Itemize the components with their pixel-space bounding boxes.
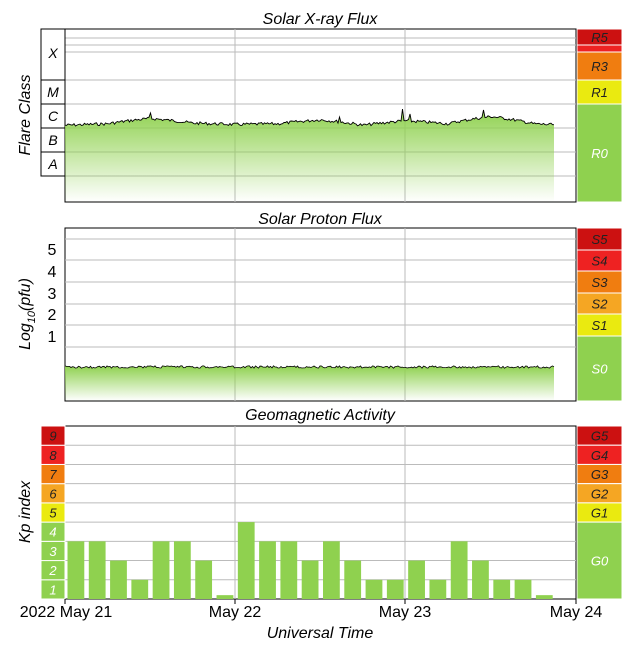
proton-scale-band-s0 xyxy=(576,335,623,402)
flare-class-label-a: A xyxy=(47,156,57,172)
flare-class-box-c xyxy=(40,103,66,129)
flare-class-label-c: C xyxy=(48,108,59,124)
flare-class-box-a xyxy=(40,151,66,177)
kp-bar-13 xyxy=(344,560,362,599)
flare-class-label-b: B xyxy=(48,132,57,148)
kp-bar-7 xyxy=(216,595,234,599)
kp-bar-20 xyxy=(493,579,511,599)
kp-scale-label-g0: G0 xyxy=(591,554,609,569)
proton-tick-1: 1 xyxy=(48,329,57,346)
proton-scale-label-s2: S2 xyxy=(592,297,609,312)
kp-bar-3 xyxy=(131,579,149,599)
x-tick-label-may21: 2022 May 21 xyxy=(20,604,113,621)
proton-tick-2: 2 xyxy=(48,307,57,324)
xray-scale-label-r5: R5 xyxy=(591,30,608,45)
kp-bar-0 xyxy=(67,541,85,599)
proton-scale-label-s4: S4 xyxy=(592,254,608,269)
kp-plot-frame xyxy=(64,425,577,600)
kp-bar-17 xyxy=(429,579,447,599)
xray-scale-band-r1 xyxy=(576,79,623,105)
geomag-panel-title: Geomagnetic Activity xyxy=(245,407,396,424)
x-tick-label-may22: May 22 xyxy=(209,604,262,621)
kp-bar-12 xyxy=(323,541,340,599)
proton-tick-5: 5 xyxy=(48,242,57,259)
proton-scale-label-s0: S0 xyxy=(592,362,609,377)
kp-scale-label-g4: G4 xyxy=(591,448,608,463)
kp-level-label-4: 4 xyxy=(49,525,56,540)
kp-bar-14 xyxy=(365,579,383,599)
kp-bar-4 xyxy=(152,541,170,599)
xray-flux-area xyxy=(65,109,554,202)
proton-tick-4: 4 xyxy=(48,264,57,281)
kp-bar-10 xyxy=(280,541,298,599)
kp-level-label-2: 2 xyxy=(48,563,57,578)
kp-level-label-6: 6 xyxy=(49,486,57,501)
proton-tick-3: 3 xyxy=(48,286,57,303)
kp-scale-label-g2: G2 xyxy=(591,486,609,501)
kp-scale-label-g1: G1 xyxy=(591,506,608,521)
proton-panel-title: Solar Proton Flux xyxy=(258,211,383,228)
proton-scale-label-s5: S5 xyxy=(592,232,609,247)
x-tick-label-may24: May 24 xyxy=(550,604,603,621)
kp-bar-6 xyxy=(195,560,213,599)
flare-class-box-x xyxy=(40,28,66,81)
kp-scale-label-g3: G3 xyxy=(591,467,609,482)
xray-scale-label-r0: R0 xyxy=(591,146,608,161)
xray-scale-band-r3 xyxy=(576,51,623,81)
kp-bar-2 xyxy=(110,560,127,599)
kp-level-label-5: 5 xyxy=(49,506,57,521)
xray-scale-label-r1: R1 xyxy=(591,85,608,100)
kp-level-label-3: 3 xyxy=(49,544,57,559)
proton-scale-label-s3: S3 xyxy=(592,275,609,290)
proton-flux-line xyxy=(64,365,555,369)
kp-scale-band-g0 xyxy=(576,521,623,600)
kp-bar-18 xyxy=(450,541,468,599)
xray-scale-label-r3: R3 xyxy=(591,59,608,74)
kp-bar-8 xyxy=(237,522,255,599)
kp-ylabel: Kp index xyxy=(17,480,34,543)
proton-ylabel: Log10(pfu) xyxy=(17,278,38,350)
kp-level-box-9 xyxy=(40,425,66,446)
kp-bar-16 xyxy=(408,560,425,599)
flare-class-box-b xyxy=(40,127,66,153)
xray-scale-band-r0 xyxy=(576,103,623,203)
x-axis-title: Universal Time xyxy=(267,625,374,642)
kp-bar-11 xyxy=(301,560,319,599)
kp-bar-19 xyxy=(472,560,489,599)
kp-scale-label-g5: G5 xyxy=(591,429,609,444)
xray-ylabel: Flare Class xyxy=(17,75,34,156)
flare-class-label-x: X xyxy=(47,45,58,61)
kp-panel: 1 2 3 4 5 6 7 8 9 G5 G4 G3 G2 G1 G0 xyxy=(40,425,623,604)
kp-level-label-8: 8 xyxy=(49,448,57,463)
kp-bar-9 xyxy=(259,541,276,599)
kp-bar-15 xyxy=(386,579,404,599)
xray-scale-band- xyxy=(576,44,623,53)
kp-bar-22 xyxy=(535,595,553,599)
kp-bar-5 xyxy=(173,541,191,599)
kp-level-label-9: 9 xyxy=(49,429,56,444)
kp-level-label-7: 7 xyxy=(49,467,57,482)
kp-bar-1 xyxy=(88,541,106,599)
proton-flux-area xyxy=(65,365,554,401)
flare-class-label-m: M xyxy=(47,84,59,100)
kp-level-label-1: 1 xyxy=(49,582,56,597)
proton-panel: 5 4 3 2 1 S5 S4 S3 S2 S1 S0 xyxy=(48,227,623,402)
xray-panel-title: Solar X-ray Flux xyxy=(263,11,379,28)
xray-flux-line xyxy=(64,108,554,127)
x-tick-label-may23: May 23 xyxy=(379,604,432,621)
kp-bar-21 xyxy=(514,579,532,599)
proton-scale-label-s1: S1 xyxy=(592,318,608,333)
